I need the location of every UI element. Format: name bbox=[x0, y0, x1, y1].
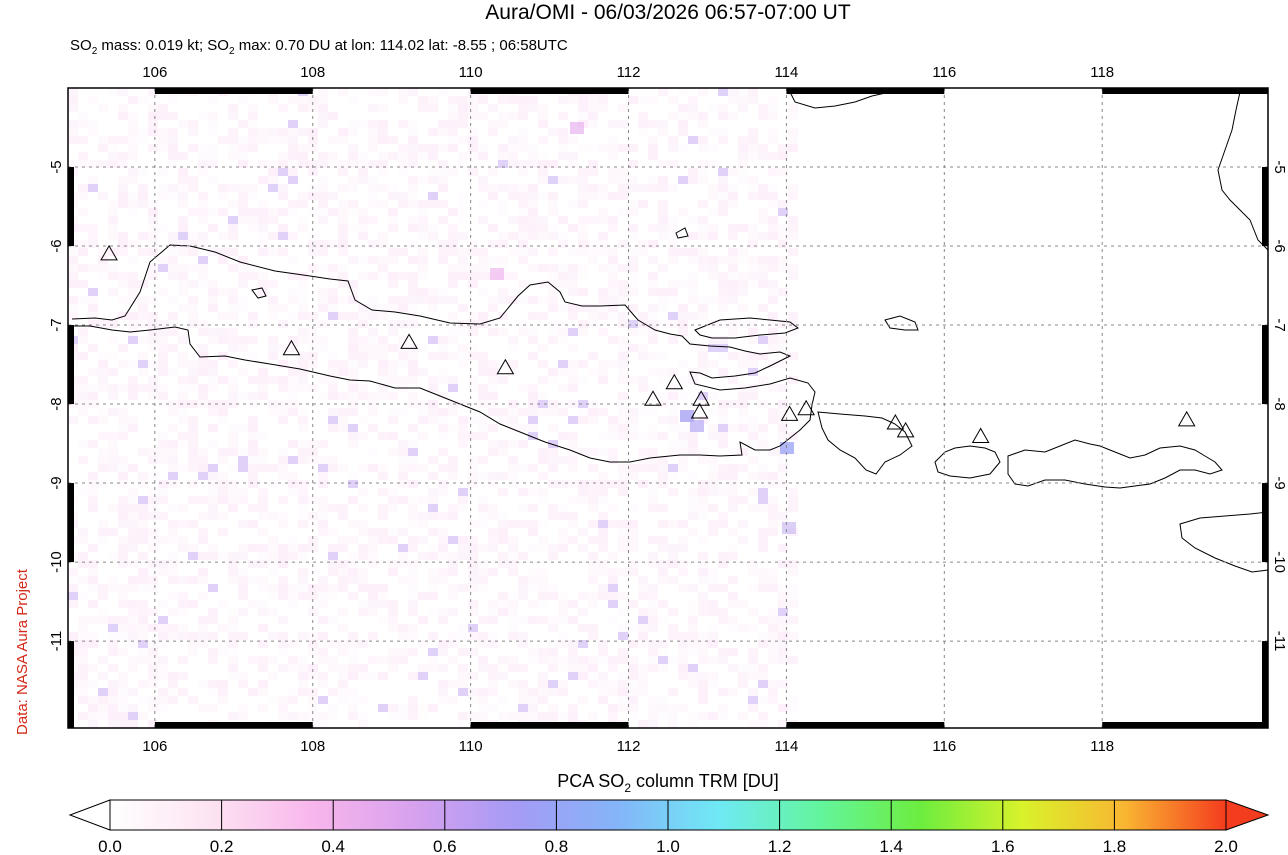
volcano-marker bbox=[690, 402, 709, 419]
coastline-sumba bbox=[1179, 511, 1269, 573]
volcano-marker bbox=[282, 339, 301, 356]
volcano-marker bbox=[100, 244, 118, 261]
lon-label: 118 bbox=[1090, 64, 1114, 81]
coastline-madura bbox=[694, 317, 800, 339]
lat-label: -7 bbox=[48, 318, 65, 331]
colorbar-tick-label: 1.2 bbox=[768, 837, 792, 855]
colorbar-tick-label: 0.2 bbox=[210, 837, 234, 855]
colorbar-tick-label: 2.0 bbox=[1214, 837, 1238, 855]
lon-labels-bottom: 106 108 110 112 114 116 118 bbox=[142, 738, 1114, 755]
lat-label: -10 bbox=[1271, 551, 1288, 573]
lon-label: 106 bbox=[142, 64, 167, 81]
colorbar-tick-label: 1.6 bbox=[991, 837, 1015, 855]
figure-subtitle: SO2 mass: 0.019 kt; SO2 max: 0.70 DU at … bbox=[70, 37, 568, 57]
colorbar-tick-label: 1.4 bbox=[879, 837, 903, 855]
lat-label: -5 bbox=[1271, 160, 1288, 173]
coastline-karimunjawa bbox=[675, 227, 689, 239]
lon-label: 108 bbox=[300, 738, 325, 755]
frame-ticks bbox=[67, 87, 1269, 729]
figure-title: Aura/OMI - 06/03/2026 06:57-07:00 UT bbox=[485, 1, 851, 24]
lon-label: 118 bbox=[1090, 738, 1114, 755]
so2-pixel-layer bbox=[68, 88, 798, 728]
volcano-marker bbox=[1177, 410, 1196, 427]
coastline-java bbox=[71, 244, 816, 463]
volcano-marker bbox=[496, 358, 515, 375]
colorbar-tick-label: 0.0 bbox=[98, 837, 122, 855]
data-credit: Data: NASA Aura Project bbox=[14, 569, 31, 735]
lat-label: -6 bbox=[1271, 239, 1288, 252]
lon-label: 110 bbox=[459, 64, 483, 81]
lat-label: -9 bbox=[1271, 476, 1288, 489]
lat-label: -11 bbox=[1271, 631, 1288, 652]
lat-labels-left: -5 -6 -7 -8 -9 -10 -11 bbox=[48, 160, 65, 651]
coastline-bali bbox=[817, 411, 913, 475]
lat-label: -9 bbox=[48, 476, 65, 489]
coastline-lombok bbox=[934, 445, 1001, 479]
colorbar-tick-label: 1.0 bbox=[656, 837, 680, 855]
volcano-marker bbox=[971, 427, 990, 443]
lon-label: 114 bbox=[774, 64, 798, 81]
coastline-sulawesi bbox=[1217, 91, 1269, 251]
lon-label: 112 bbox=[617, 64, 641, 81]
lat-labels-right: -5 -6 -7 -8 -9 -10 -11 bbox=[1271, 160, 1288, 651]
coastline-kangean bbox=[884, 315, 919, 331]
coastlines bbox=[71, 91, 1269, 573]
volcano-marker bbox=[886, 414, 905, 430]
colorbar bbox=[68, 799, 1270, 831]
lon-label: 106 bbox=[142, 738, 167, 755]
colorbar-ticks: 0.0 0.2 0.4 0.6 0.8 1.0 1.2 1.4 1.6 1.8 2.0 bbox=[98, 800, 1238, 855]
lon-label: 114 bbox=[774, 738, 798, 755]
lat-label: -5 bbox=[48, 160, 65, 173]
lon-label: 116 bbox=[932, 64, 956, 81]
colorbar-max-arrow bbox=[1225, 799, 1270, 831]
lat-label: -7 bbox=[1271, 318, 1288, 331]
colorbar-tick-label: 0.8 bbox=[545, 837, 569, 855]
coastline-bawean bbox=[251, 287, 267, 299]
volcano-marker bbox=[692, 390, 711, 406]
colorbar-tick-label: 1.8 bbox=[1103, 837, 1127, 855]
volcano-marker bbox=[644, 390, 662, 406]
graticule bbox=[68, 88, 1268, 728]
lat-label: -6 bbox=[48, 239, 65, 252]
lon-label: 110 bbox=[459, 738, 483, 755]
lon-label: 116 bbox=[932, 738, 956, 755]
volcano-marker bbox=[896, 421, 915, 438]
coastline-sumbawa bbox=[1007, 439, 1223, 489]
lat-label: -8 bbox=[48, 397, 65, 410]
lon-label: 108 bbox=[300, 64, 325, 81]
colorbar-tick-label: 0.6 bbox=[433, 837, 457, 855]
volcano-marker bbox=[780, 405, 799, 421]
volcano-marker bbox=[400, 333, 418, 349]
lon-labels-top: 106 108 110 112 114 116 118 bbox=[142, 64, 1114, 81]
volcano-marker bbox=[665, 373, 684, 390]
lat-label: -10 bbox=[48, 551, 65, 573]
colorbar-min-arrow bbox=[68, 799, 111, 831]
lat-label: -11 bbox=[48, 631, 65, 652]
volcano-markers bbox=[100, 244, 1196, 443]
map-frame bbox=[68, 88, 1268, 728]
lon-label: 112 bbox=[617, 738, 641, 755]
colorbar-label: PCA SO2 column TRM [DU] bbox=[557, 771, 778, 795]
lat-label: -8 bbox=[1271, 397, 1288, 410]
coastline-borneo bbox=[789, 91, 891, 109]
volcano-marker bbox=[797, 399, 816, 416]
colorbar-tick-label: 0.4 bbox=[321, 837, 345, 855]
